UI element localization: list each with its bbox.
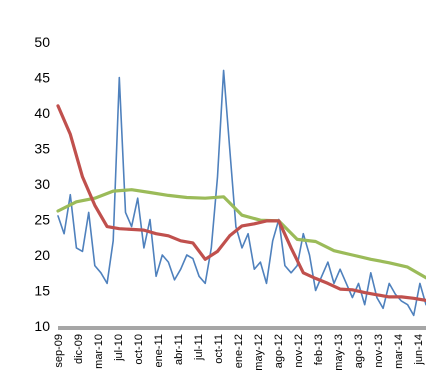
x-tick-label: mar-14: [393, 334, 405, 369]
y-tick-label: 20: [34, 247, 50, 263]
x-tick-label: nov-13: [373, 334, 385, 368]
x-tick-label: jul-11: [193, 334, 205, 361]
x-tick-label: may-13: [333, 334, 345, 371]
x-tick-label: ene-11: [153, 334, 165, 367]
x-tick-label: jun-14: [413, 334, 425, 366]
y-tick-label: 35: [34, 141, 50, 157]
y-tick-label: 10: [34, 318, 50, 334]
y-tick-label: 45: [34, 70, 50, 86]
x-tick-label: oct-11: [213, 334, 225, 364]
x-tick-label: jul-10: [113, 334, 125, 362]
y-tick-label: 50: [34, 34, 50, 50]
x-tick-label: ene-12: [233, 334, 245, 368]
x-tick-label: abr-11: [173, 334, 185, 365]
x-tick-label: nov-12: [293, 334, 305, 368]
y-tick-label: 15: [34, 283, 50, 299]
x-axis-tick-labels: sep-09 dic-09 mar-10 jul-10 oct-10 ene-11 abr-…: [53, 334, 425, 371]
x-axis-line: [58, 326, 426, 330]
x-tick-label: sep-09: [53, 334, 65, 368]
series-layer: [56, 69, 426, 317]
x-tick-label: oct-10: [133, 334, 145, 365]
y-tick-label: 30: [34, 176, 50, 192]
series-line-3: [56, 104, 426, 302]
x-tick-label: ago-12: [273, 334, 285, 368]
x-tick-label: mar-10: [93, 334, 105, 369]
x-tick-label: ago-13: [353, 334, 365, 368]
y-tick-label: 40: [34, 105, 50, 121]
x-axis: [58, 326, 426, 330]
series-line-1: [57, 69, 426, 317]
y-axis-ticks: 10 15 20 25 30 35 40 45 50: [34, 34, 50, 334]
x-tick-label: dic-09: [73, 334, 85, 364]
x-tick-label: feb-13: [313, 334, 325, 365]
series-line-2: [56, 188, 426, 280]
y-tick-label: 25: [34, 212, 50, 228]
x-tick-label: may-12: [253, 334, 265, 371]
